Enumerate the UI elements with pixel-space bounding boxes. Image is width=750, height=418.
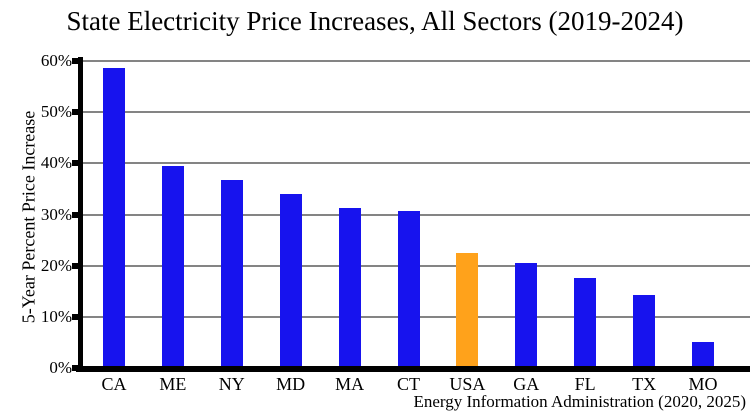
bar-MA <box>338 208 361 368</box>
x-tick-label-USA: USA <box>449 374 486 394</box>
y-tick-mark-20 <box>72 262 79 269</box>
bar-USA <box>456 253 479 368</box>
chart-title: State Electricity Price Increases, All S… <box>66 6 684 36</box>
bar-CA <box>103 68 125 368</box>
x-tick-label-MO: MO <box>688 374 718 394</box>
y-tick-label-30: 30% <box>40 204 72 224</box>
x-tick-label-ME: ME <box>159 374 187 394</box>
x-tick-label-TX: TX <box>632 374 657 394</box>
y-tick-label-40: 40% <box>40 153 72 173</box>
y-tick-label-50: 50% <box>40 102 72 122</box>
y-tick-mark-30 <box>72 211 79 218</box>
y-tick-label-10: 10% <box>40 306 72 326</box>
y-tick-label-60: 60% <box>40 51 72 70</box>
x-tick-label-MD: MD <box>276 374 306 394</box>
bar-NY <box>220 180 243 368</box>
y-tick-mark-0 <box>72 365 79 371</box>
y-tick-mark-50 <box>72 109 79 116</box>
x-tick-label-MA: MA <box>335 374 365 394</box>
x-tick-label-FL: FL <box>574 374 596 394</box>
x-tick-label-NY: NY <box>218 374 245 394</box>
y-axis-line <box>78 57 83 372</box>
bar-CT <box>397 211 420 368</box>
source-note: Energy Information Administration (2020,… <box>413 392 746 411</box>
x-tick-label-GA: GA <box>513 374 540 394</box>
y-tick-mark-10 <box>72 313 79 320</box>
bar-MO <box>692 342 714 368</box>
x-axis-line <box>76 366 750 372</box>
plot-area <box>81 60 750 368</box>
bar-MD <box>279 193 302 368</box>
y-tick-label-20: 20% <box>40 255 72 275</box>
y-tick-mark-40 <box>72 160 79 167</box>
y-tick-label-0: 0% <box>49 358 72 377</box>
bar-ME <box>161 166 184 368</box>
gridline-60 <box>81 60 750 62</box>
gridline-50 <box>81 111 750 114</box>
y-tick-mark-60 <box>72 58 79 64</box>
bar-TX <box>633 295 656 368</box>
x-tick-label-CA: CA <box>101 374 127 394</box>
x-tick-label-CT: CT <box>396 374 420 394</box>
gridline-40 <box>81 162 750 165</box>
bar-GA <box>515 263 538 368</box>
bar-FL <box>574 278 597 368</box>
